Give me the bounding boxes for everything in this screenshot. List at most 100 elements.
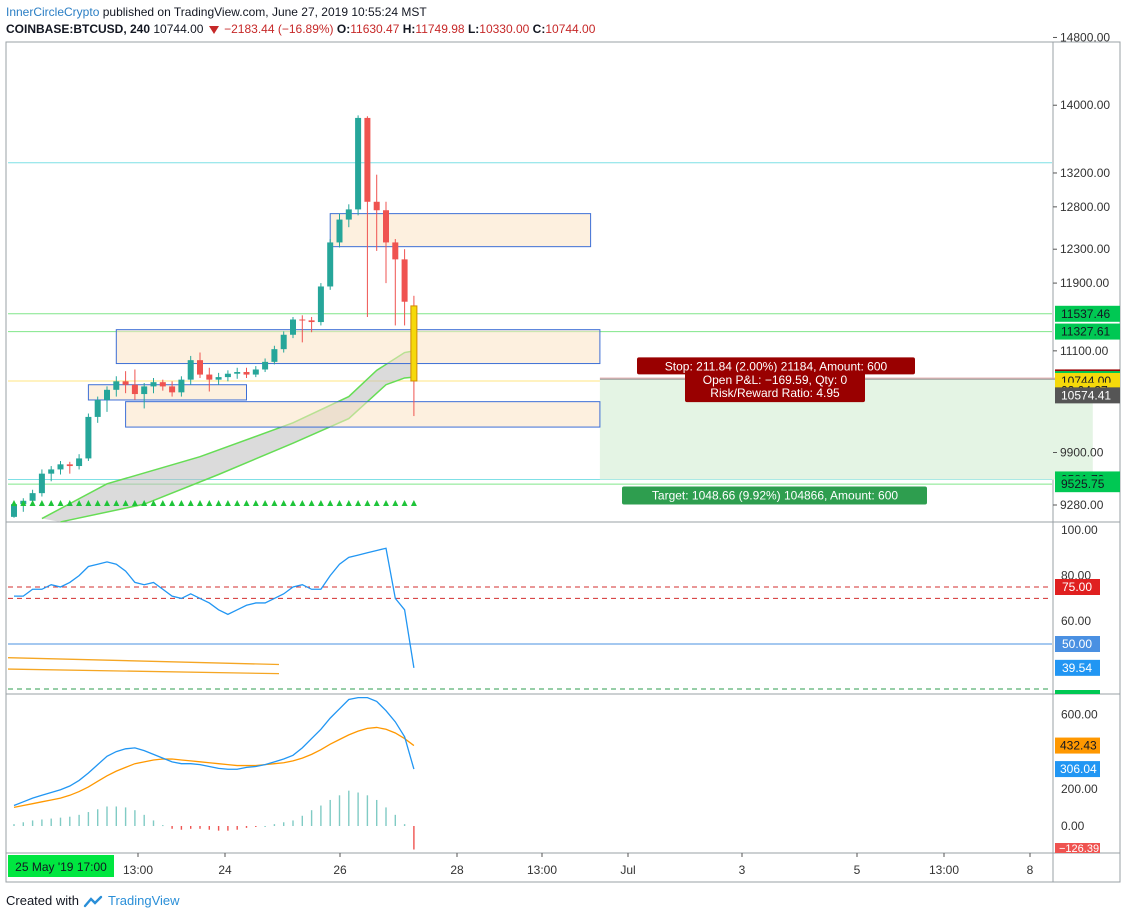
macd-histogram-bar: [143, 814, 145, 826]
candle-body: [252, 369, 259, 375]
rsi-tick-label: 100.00: [1061, 523, 1098, 537]
macd-line: [13, 697, 415, 807]
macd-histogram-bar: [366, 795, 369, 826]
macd-histogram-bar: [115, 806, 117, 826]
macd-histogram-bar: [190, 826, 192, 829]
rsi-current-bg: [1055, 659, 1100, 676]
signal-triangle-icon: [178, 500, 185, 506]
time-tick-label: 5: [854, 863, 861, 877]
value-area-box: [115, 329, 601, 365]
candle-body: [383, 210, 389, 243]
author-link[interactable]: InnerCircleCrypto: [6, 5, 100, 19]
macd-histogram-bar: [413, 826, 415, 850]
price-change: −2183.44 (−16.89%): [224, 22, 334, 36]
symbol-name: COINBASE:BTCUSD, 240: [6, 22, 151, 36]
publisher-line: InnerCircleCrypto published on TradingVi…: [6, 5, 427, 19]
down-triangle-icon: [208, 25, 219, 34]
candle-body: [66, 464, 73, 467]
rsi-tag-75: 75.00: [1062, 580, 1092, 594]
macd-histogram-bar: [180, 826, 183, 830]
signal-triangle-icon: [308, 500, 315, 506]
candle-body: [113, 381, 120, 390]
signal-triangle-icon: [317, 500, 324, 506]
price-tag-bg: [1055, 387, 1120, 404]
candle-body: [206, 374, 213, 380]
tradingview-logo-icon: [83, 895, 102, 907]
candle-body: [280, 334, 287, 350]
symbol-ohlc-line: COINBASE:BTCUSD, 240 10744.00 −2183.44 (…: [6, 22, 595, 36]
candle-body: [327, 242, 334, 287]
rsi-tick-label: 60.00: [1061, 614, 1091, 628]
macd-histogram-bar: [208, 826, 210, 830]
macd-histogram-bar: [22, 822, 24, 826]
signal-triangle-icon: [57, 500, 64, 506]
candle-body: [234, 372, 241, 374]
candle-body: [187, 360, 194, 380]
signal-triangle-icon: [141, 500, 148, 506]
candle-body: [122, 381, 129, 385]
time-tick-label: 13:00: [123, 863, 153, 877]
signal-triangle-icon: [122, 500, 129, 506]
signal-triangle-icon: [104, 500, 110, 506]
candle-body: [392, 242, 399, 260]
macd-histogram-bar: [385, 807, 387, 826]
macd-histogram-bar: [283, 822, 285, 826]
candle-body: [141, 386, 148, 395]
chart-frame: [5, 41, 1121, 883]
signal-triangle-icon: [224, 500, 231, 506]
macd-tick-label: 0.00: [1061, 819, 1085, 833]
signal-triangle-icon: [20, 500, 27, 506]
price-tick-label: 11900.00: [1060, 276, 1109, 290]
candle-body: [150, 382, 157, 387]
macd-histogram-bar: [69, 816, 71, 826]
macd-histogram-bar: [171, 826, 173, 829]
tradingview-brand[interactable]: TradingView: [108, 893, 180, 908]
signal-triangle-icon: [345, 500, 352, 506]
candle-body: [364, 117, 371, 202]
candle-body: [48, 469, 55, 474]
signal-triangle-icon: [197, 500, 203, 506]
macd-histogram-bar: [273, 824, 276, 826]
signal-triangle-icon: [85, 500, 92, 506]
target-label: Target: 1048.66 (9.92%) 104866, Amount: …: [652, 488, 899, 502]
candle-body: [169, 386, 176, 393]
signal-triangle-icon: [252, 500, 259, 506]
signal-triangle-icon: [262, 500, 269, 506]
price-tick-label: 12800.00: [1060, 200, 1110, 214]
macd-signal-tag-bg: [1055, 737, 1100, 754]
candle-body: [104, 389, 110, 400]
candle-body: [159, 382, 166, 387]
time-axis: 25 May '19 17:00 13:00 24 26 28 13:00 Jul 3 5 13:…: [8, 853, 1034, 877]
macd-histogram-bar: [152, 820, 155, 826]
close-label: C:: [532, 22, 546, 36]
time-tick-label: 24: [218, 863, 232, 877]
time-tick-label: 28: [450, 863, 464, 877]
macd-histogram-bar: [124, 807, 127, 826]
signal-triangle-icon: [66, 500, 73, 506]
published-text: published on TradingView.com, June 27, 2…: [102, 5, 427, 19]
signal-triangle-icon: [392, 500, 399, 506]
rsi-bottom-tag: [1055, 690, 1100, 694]
macd-histogram-bar: [13, 824, 15, 826]
signal-triangle-icon: [290, 500, 296, 506]
macd-hist-tag-bg: [1055, 843, 1100, 853]
macd-histogram-bar: [403, 824, 406, 826]
candle-body: [262, 361, 269, 370]
candle-body: [336, 219, 343, 243]
price-tag-label: 11327.61: [1061, 325, 1110, 339]
signal-triangle-icon: [364, 500, 371, 506]
price-tag-bg: [1055, 476, 1120, 493]
footer: Created with TradingView: [6, 893, 180, 909]
signal-triangle-icon: [113, 500, 120, 506]
macd-histogram-bar: [41, 819, 43, 826]
time-tick-label: 3: [739, 863, 746, 877]
signal-triangle-icon: [76, 500, 83, 506]
price-tag-label: 11537.46: [1061, 307, 1110, 321]
stop-label: Stop: 211.84 (2.00%) 21184, Amount: 600: [665, 359, 888, 373]
macd-histogram-bar: [59, 817, 62, 826]
signal-triangle-icon: [271, 500, 278, 506]
macd-histogram-bar: [357, 792, 359, 826]
candle-body: [38, 473, 45, 494]
rsi-tag-50-bg: [1055, 636, 1100, 652]
